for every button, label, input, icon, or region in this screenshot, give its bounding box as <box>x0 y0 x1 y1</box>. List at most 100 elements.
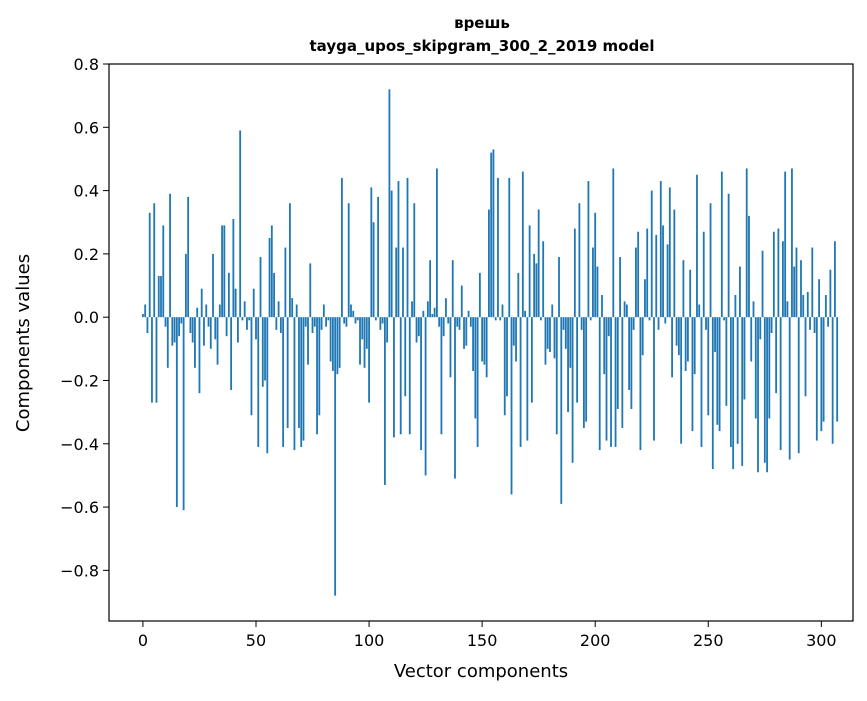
y-tick-label: −0.2 <box>60 371 99 390</box>
bar <box>564 317 567 349</box>
bar <box>521 171 524 318</box>
bar <box>189 317 192 333</box>
bar <box>307 317 309 365</box>
bar <box>151 317 153 403</box>
bar <box>447 317 450 324</box>
bar <box>718 317 721 432</box>
bar <box>264 317 266 381</box>
bar <box>250 317 253 416</box>
bar <box>393 317 395 438</box>
bar <box>350 304 352 318</box>
y-tick-label: −0.8 <box>60 561 99 580</box>
bar <box>594 212 597 318</box>
bar <box>727 193 730 318</box>
bar <box>157 276 160 318</box>
bar <box>203 317 205 346</box>
bar <box>200 288 203 318</box>
bar <box>415 317 418 343</box>
y-tick-label: −0.6 <box>60 498 99 517</box>
bar <box>506 317 508 397</box>
bar <box>791 168 793 318</box>
bar <box>331 317 334 371</box>
bar <box>424 317 427 476</box>
bar <box>212 253 214 318</box>
bar <box>318 317 321 416</box>
bar <box>827 317 830 327</box>
bar <box>648 317 651 321</box>
bar <box>492 149 495 318</box>
bar <box>639 317 642 451</box>
bar <box>739 266 741 318</box>
bar <box>659 181 662 318</box>
bar <box>571 317 574 463</box>
bar <box>460 285 463 318</box>
bar <box>379 317 382 330</box>
bar <box>386 317 389 343</box>
bar <box>286 317 289 428</box>
bar <box>614 317 617 447</box>
bar <box>644 279 646 318</box>
bar <box>160 276 162 318</box>
bar <box>770 317 773 333</box>
x-tick-label: 250 <box>693 631 724 650</box>
bar <box>184 253 187 318</box>
bar <box>198 317 201 394</box>
bar <box>463 317 465 349</box>
bar <box>668 187 671 318</box>
bar <box>316 317 318 435</box>
bar <box>266 317 269 454</box>
bar <box>485 317 488 378</box>
bar <box>691 317 694 432</box>
bar <box>300 317 303 447</box>
bar <box>354 317 357 324</box>
bar <box>625 304 628 318</box>
bar <box>775 317 778 394</box>
bar <box>359 317 361 365</box>
bar <box>533 253 536 318</box>
bar <box>528 225 531 318</box>
bar <box>696 174 698 318</box>
bar <box>164 317 167 327</box>
bar <box>684 317 687 371</box>
bar <box>743 317 746 400</box>
bar <box>650 190 653 318</box>
bar <box>361 317 364 340</box>
bar <box>390 190 393 318</box>
bar <box>811 247 814 318</box>
bar <box>422 310 425 318</box>
bar <box>596 266 599 318</box>
bar <box>818 279 820 318</box>
bar <box>655 234 658 318</box>
bar <box>474 317 477 419</box>
bar <box>426 301 429 318</box>
bar <box>221 225 223 318</box>
bar <box>442 317 445 337</box>
bar <box>750 317 753 362</box>
bar <box>662 225 664 318</box>
bar <box>784 171 787 318</box>
bar <box>711 317 714 470</box>
bar <box>336 317 339 375</box>
x-axis-label: Vector components <box>394 661 568 682</box>
bar <box>243 301 246 318</box>
bar <box>813 317 816 333</box>
bar <box>166 317 169 368</box>
bar <box>291 298 294 318</box>
x-tick-label: 100 <box>354 631 385 650</box>
bar <box>657 317 660 330</box>
bar <box>408 317 411 435</box>
bar <box>815 317 818 441</box>
bar <box>809 317 811 330</box>
bar <box>458 317 461 330</box>
bar <box>467 310 470 318</box>
bar <box>555 317 558 435</box>
x-tick-label: 50 <box>246 631 266 650</box>
bar <box>781 241 784 318</box>
bar <box>707 317 710 416</box>
bar <box>732 317 735 470</box>
bar <box>237 317 239 343</box>
y-tick-label: 0.0 <box>74 308 99 327</box>
bar <box>628 317 631 390</box>
bar <box>603 317 606 375</box>
